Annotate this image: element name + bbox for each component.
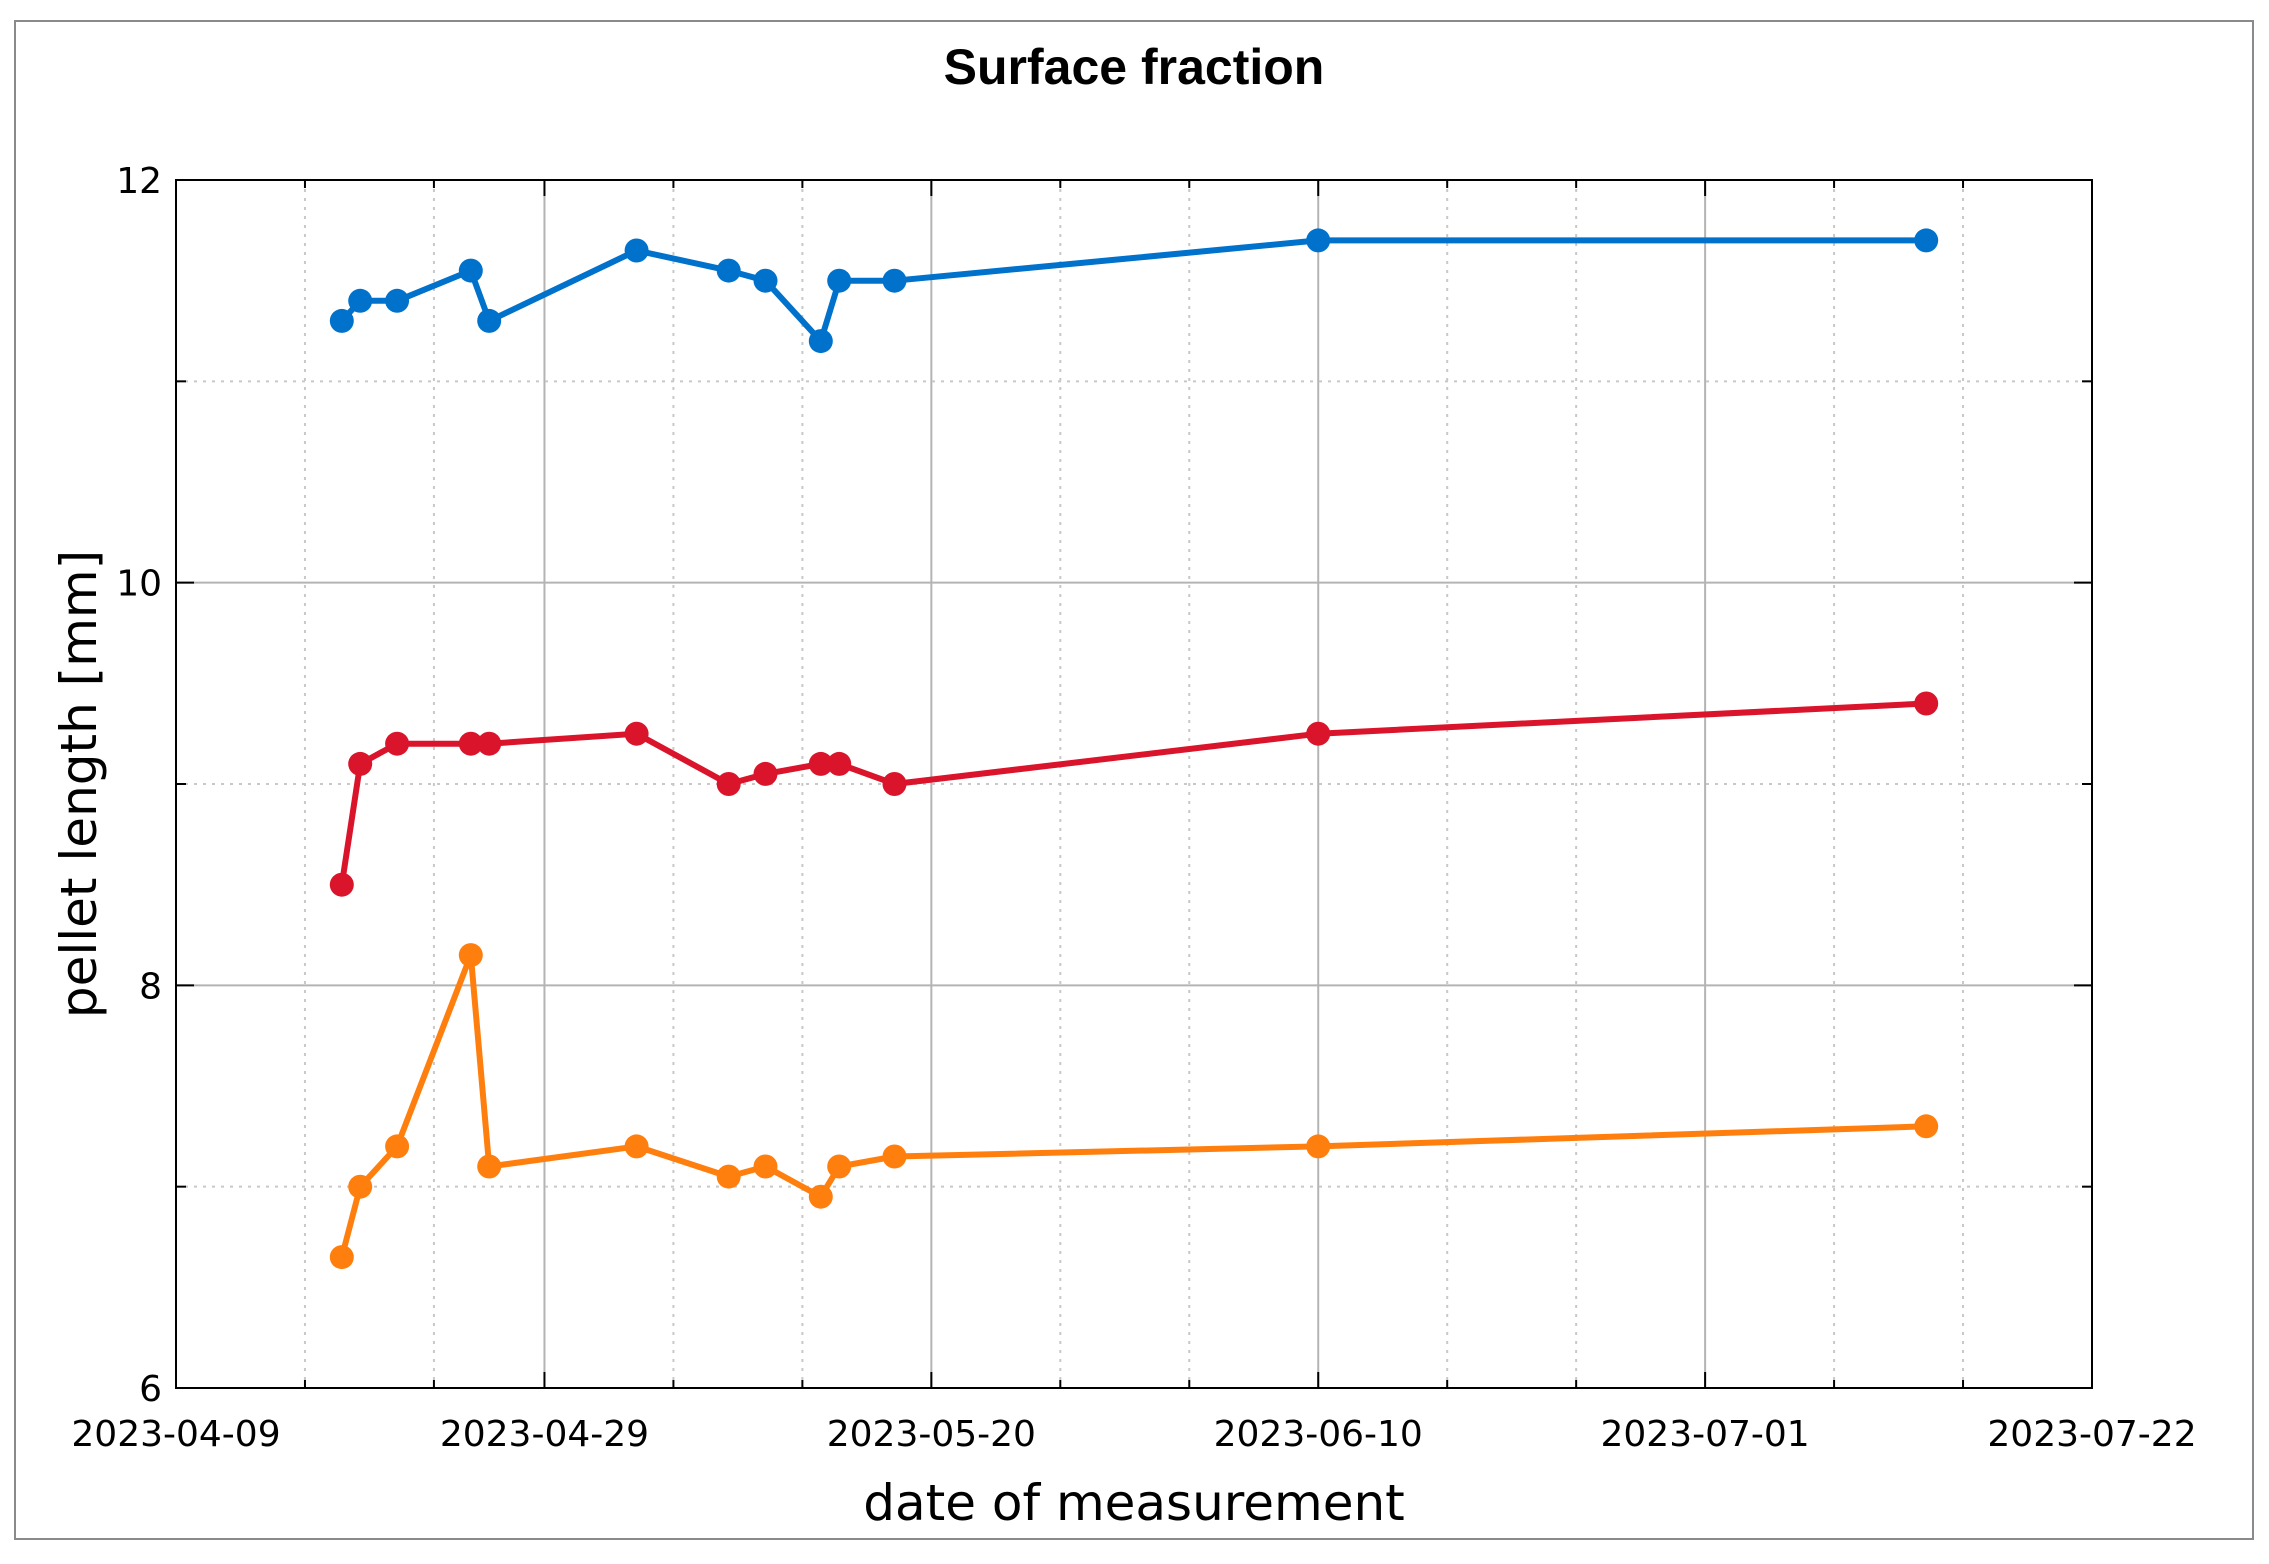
data-point [882,1144,907,1169]
chart-frame: 2023-04-09 2023-04-29 2023-05-20 2023-06-10… [14,20,2254,1540]
data-point [808,751,833,776]
data-point [348,1174,373,1199]
data-point [882,772,907,796]
data-point [716,772,741,796]
y-tick-label: 8 [139,966,162,1007]
y-tick-label: 6 [139,1369,162,1410]
x-axis-label: date of measurement [863,1474,1405,1532]
x-tick-label: 2023-07-01 [1601,1414,1810,1455]
data-point [827,1154,852,1179]
y-tick-label: 10 [116,564,162,605]
x-tick-label: 2023-07-22 [1987,1414,2196,1455]
data-point [458,943,483,968]
data-point [348,751,373,776]
series-middle [329,691,1939,897]
data-point [477,731,502,756]
data-point [808,329,833,354]
data-point [753,1154,778,1179]
data-point [348,288,373,313]
x-tick-label: 2023-04-29 [440,1414,649,1455]
series-lower [329,943,1939,1270]
data-point [753,761,778,786]
data-point [1914,228,1939,253]
data-point [458,258,483,283]
x-tick-label: 2023-06-10 [1214,1414,1423,1455]
data-point [385,731,410,756]
data-point [624,238,649,263]
data-point [827,268,852,293]
data-point [329,308,354,333]
data-point [385,288,410,313]
data-point [624,1134,649,1159]
series-upper [329,228,1939,354]
data-point [716,258,741,283]
y-axis-label: pellet length [mm] [50,550,108,1018]
data-point [827,751,852,776]
data-point [329,872,354,897]
data-point [624,721,649,746]
series-line-middle [338,700,1930,888]
chart-title: Surface fraction [944,39,1325,95]
data-point [1914,1114,1939,1139]
data-point [753,268,778,293]
data-point [477,308,502,333]
data-point [1306,228,1331,253]
data-point [1306,721,1331,746]
data-point [385,1134,410,1159]
data-point [716,1164,741,1189]
series-line-lower [338,952,1930,1261]
y-tick-label: 12 [116,161,162,202]
data-point [882,268,907,293]
data-point [458,731,483,756]
data-point [1914,691,1939,716]
series-line-upper [338,237,1930,345]
line-chart: 2023-04-09 2023-04-29 2023-05-20 2023-06-10… [50,39,2197,1532]
plot-area [175,179,2093,1389]
data-point [329,1245,354,1270]
data-point [1306,1134,1331,1159]
x-tick-label: 2023-04-09 [71,1414,280,1455]
x-tick-label: 2023-05-20 [827,1414,1036,1455]
data-point [477,1154,502,1179]
data-point [808,1184,833,1209]
